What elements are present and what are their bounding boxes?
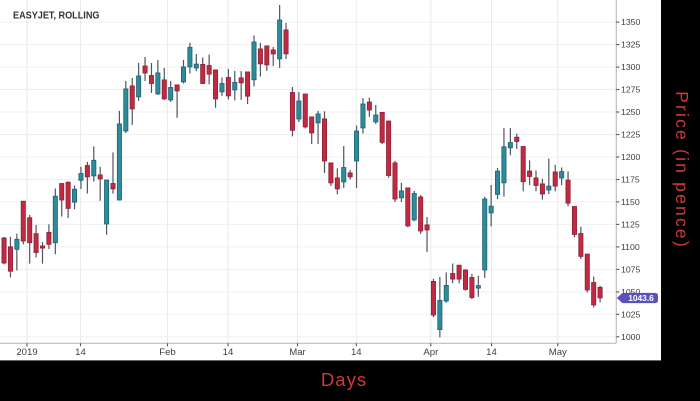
svg-text:1200: 1200: [621, 152, 640, 162]
svg-text:1025: 1025: [621, 309, 640, 319]
svg-text:1100: 1100: [621, 242, 640, 252]
svg-text:May: May: [549, 347, 567, 358]
svg-text:1000: 1000: [621, 332, 640, 342]
svg-text:1175: 1175: [621, 175, 640, 185]
svg-text:1250: 1250: [621, 107, 640, 117]
svg-text:14: 14: [351, 347, 362, 358]
svg-text:14: 14: [75, 347, 86, 358]
svg-text:14: 14: [486, 347, 497, 358]
svg-text:2019: 2019: [16, 347, 37, 358]
svg-text:EASYJET, ROLLING: EASYJET, ROLLING: [13, 11, 100, 22]
svg-text:Days: Days: [321, 369, 367, 390]
svg-text:1050: 1050: [621, 287, 640, 297]
svg-text:1275: 1275: [621, 85, 640, 95]
svg-text:Apr: Apr: [423, 347, 439, 358]
svg-text:1325: 1325: [621, 40, 640, 50]
svg-text:Mar: Mar: [289, 347, 306, 358]
svg-text:1225: 1225: [621, 130, 640, 140]
svg-text:1043.6: 1043.6: [628, 293, 654, 303]
svg-text:1350: 1350: [621, 17, 640, 27]
svg-text:14: 14: [223, 347, 234, 358]
svg-text:1125: 1125: [621, 220, 640, 230]
svg-text:1075: 1075: [621, 265, 640, 275]
svg-text:1300: 1300: [621, 62, 640, 72]
svg-text:1150: 1150: [621, 197, 640, 207]
svg-text:Price (in pence): Price (in pence): [672, 91, 692, 249]
svg-text:Feb: Feb: [159, 347, 176, 358]
